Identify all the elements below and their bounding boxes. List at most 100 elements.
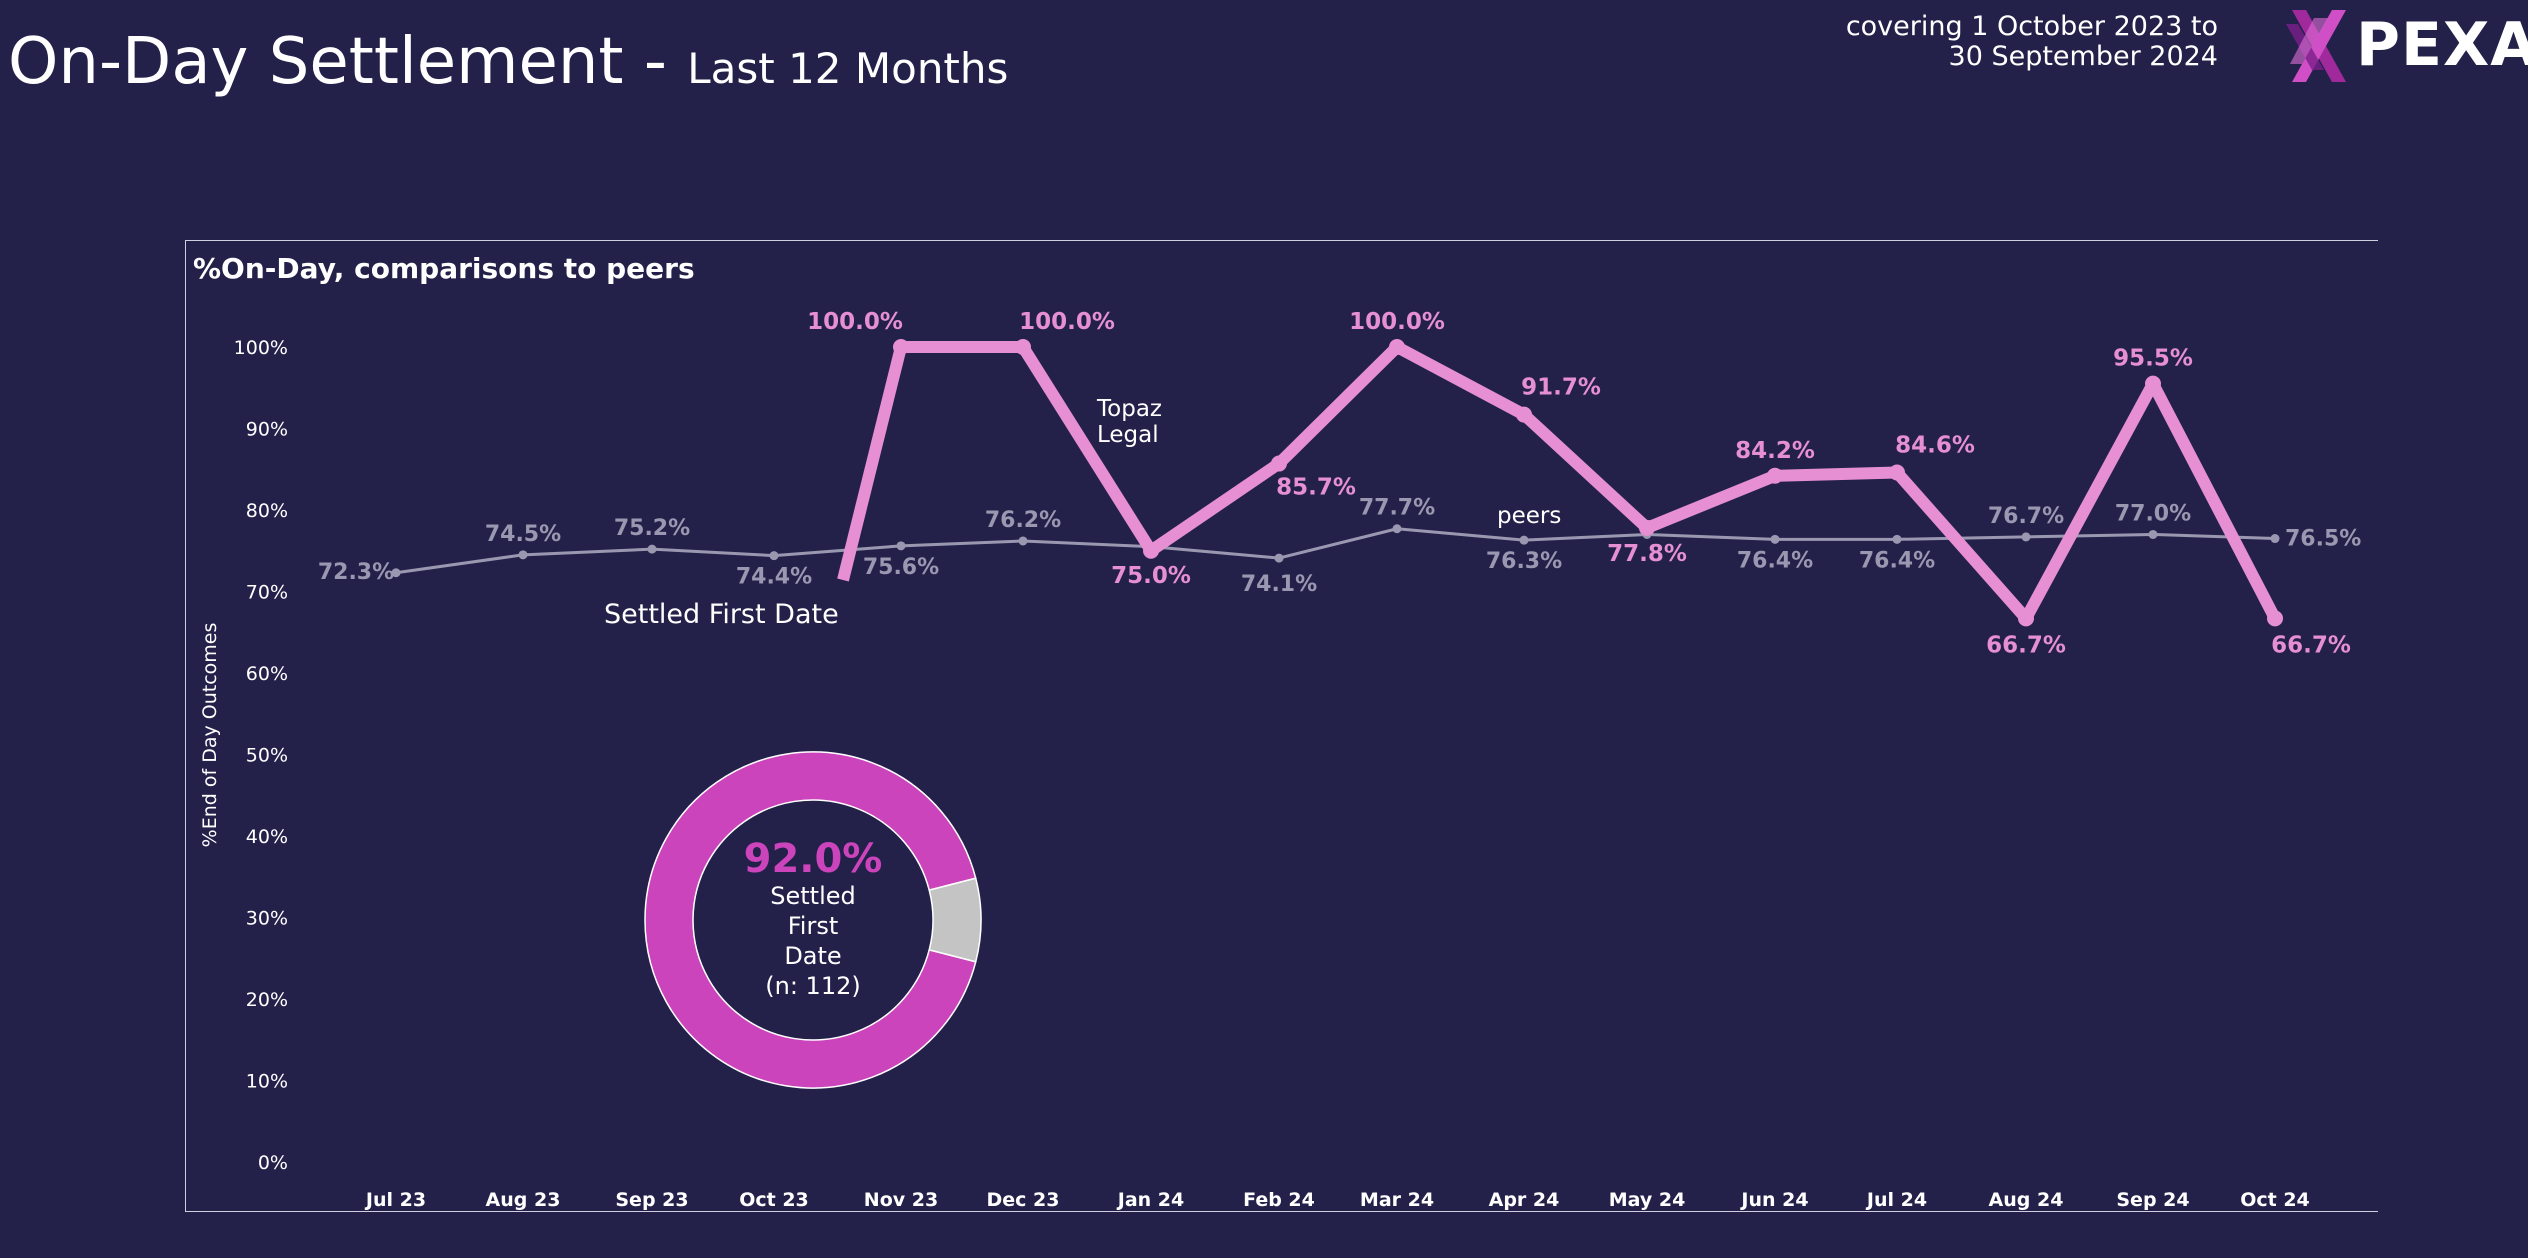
- firm-point: [1889, 464, 1905, 481]
- peers-data-label: 72.3%: [318, 560, 394, 585]
- firm-point: [1639, 519, 1655, 536]
- peers-data-label: 74.5%: [485, 522, 561, 547]
- x-axis: Jul 23 Aug 23 Sep 23 Oct 23 Nov 23 Dec 23 Jan …: [364, 1189, 2310, 1211]
- x-tick-label: Feb 24: [1243, 1189, 1315, 1211]
- settled-first-date-donut: [644, 751, 982, 1089]
- coverage-line-1: covering 1 October 2023 to: [1845, 11, 2218, 42]
- y-tick-label: 70%: [246, 582, 288, 604]
- x-tick-label: Aug 23: [486, 1189, 561, 1211]
- peers-series: 72.3% 74.5% 75.2% 74.4% 75.6% 76.2% 74.1% 77.7%…: [318, 496, 2361, 597]
- peers-point: [1770, 534, 1780, 544]
- pexa-x-mark-icon: [2286, 10, 2346, 82]
- firm-data-label: 66.7%: [2271, 632, 2351, 658]
- peers-data-label: 76.5%: [2285, 527, 2361, 552]
- firm-data-label: 95.5%: [2113, 346, 2193, 372]
- y-axis: 0% 10% 20% 30% 40% 50% 60% 70% 80% 90% 100%: [234, 337, 288, 1174]
- firm-point: [2267, 610, 2283, 627]
- x-tick-label: Mar 24: [1360, 1189, 1434, 1211]
- firm-point: [1271, 455, 1287, 472]
- y-tick-label: 90%: [246, 419, 288, 441]
- firm-data-label: 100.0%: [1019, 309, 1115, 335]
- y-tick-label: 40%: [246, 826, 288, 848]
- peers-point: [518, 550, 528, 560]
- peers-data-label: 74.1%: [1241, 572, 1317, 597]
- firm-data-label: 85.7%: [1276, 475, 1356, 501]
- peers-point: [2270, 534, 2280, 544]
- firm-point: [2145, 375, 2161, 392]
- x-tick-label: Dec 23: [987, 1189, 1060, 1211]
- y-tick-label: 100%: [234, 337, 288, 359]
- donut-slice-settled: [644, 751, 977, 1089]
- chart-panel: [185, 240, 2378, 1212]
- x-tick-label: Jun 24: [1739, 1189, 1808, 1211]
- y-tick-label: 20%: [246, 989, 288, 1011]
- firm-data-label: 66.7%: [1986, 632, 2066, 658]
- peers-point: [1892, 534, 1902, 544]
- peers-data-label: 77.7%: [1359, 496, 1435, 521]
- peers-point: [2021, 532, 2031, 542]
- y-tick-label: 80%: [246, 500, 288, 522]
- firm-point: [1015, 339, 1031, 355]
- firm-data-label: 75.0%: [1111, 563, 1191, 589]
- x-tick-label: Aug 24: [1989, 1189, 2064, 1211]
- donut-value: 92.0%: [744, 836, 883, 882]
- y-tick-label: 50%: [246, 745, 288, 767]
- x-tick-label: Nov 23: [864, 1189, 938, 1211]
- x-tick-label: Apr 24: [1489, 1189, 1560, 1211]
- peers-point: [391, 568, 401, 578]
- peers-point: [1519, 535, 1529, 545]
- pexa-logo: PEXA: [2284, 4, 2528, 88]
- peers-data-label: 76.4%: [1859, 548, 1935, 573]
- firm-name-line-2: Legal: [1097, 422, 1159, 448]
- peers-point: [1392, 524, 1402, 534]
- peers-point: [1274, 553, 1284, 563]
- x-tick-label: Jan 24: [1116, 1189, 1184, 1211]
- donut-label-line-4: (n: 112): [765, 972, 860, 1000]
- x-tick-label: Sep 24: [2116, 1189, 2189, 1211]
- y-tick-label: 60%: [246, 663, 288, 685]
- firm-series: 100.0% 100.0% 75.0% 85.7% 100.0% 91.7% 77.8% 84…: [807, 309, 2351, 658]
- firm-point: [2018, 610, 2034, 627]
- firm-data-label: 84.2%: [1735, 438, 1815, 464]
- peers-point: [1018, 536, 1028, 546]
- peers-data-label: 75.2%: [614, 516, 690, 541]
- coverage-line-2: 30 September 2024: [1948, 41, 2218, 72]
- peers-data-label: 75.6%: [863, 555, 939, 580]
- x-tick-label: Oct 23: [739, 1189, 809, 1211]
- firm-data-label: 77.8%: [1607, 541, 1687, 567]
- firm-point: [1143, 542, 1159, 559]
- peers-data-label: 77.0%: [2115, 501, 2191, 526]
- y-tick-label: 10%: [246, 1071, 288, 1093]
- firm-data-label: 91.7%: [1521, 375, 1601, 401]
- peers-data-label: 76.4%: [1737, 548, 1813, 573]
- peers-point: [647, 544, 657, 554]
- peers-data-label: 74.4%: [736, 565, 812, 590]
- peers-point: [2148, 529, 2158, 539]
- peers-legend-label: peers: [1497, 503, 1561, 529]
- x-tick-label: Jul 23: [364, 1189, 426, 1211]
- chart-title: %On-Day, comparisons to peers: [193, 252, 695, 285]
- firm-data-label: 84.6%: [1895, 433, 1975, 459]
- firm-data-label: 100.0%: [1349, 309, 1445, 335]
- x-tick-label: Jul 24: [1865, 1189, 1927, 1211]
- firm-line-entry: [837, 345, 907, 582]
- firm-point: [1389, 339, 1405, 355]
- donut-label-line-3: Date: [784, 942, 841, 970]
- x-tick-label: Oct 24: [2240, 1189, 2310, 1211]
- firm-data-label: 100.0%: [807, 309, 903, 335]
- coverage-period: covering 1 October 2023 to 30 September …: [1846, 12, 2218, 72]
- peers-data-label: 76.7%: [1988, 504, 2064, 529]
- logo-wordmark: PEXA: [2356, 10, 2528, 80]
- firm-point: [893, 339, 909, 355]
- x-tick-label: Sep 23: [615, 1189, 688, 1211]
- donut-slice-remainder: [928, 877, 982, 963]
- page-title: On-Day Settlement - Last 12 Months: [8, 30, 1008, 94]
- firm-point: [1767, 467, 1783, 484]
- peers-point: [769, 551, 779, 561]
- y-tick-label: 0%: [258, 1152, 288, 1174]
- page-title-main: On-Day Settlement -: [8, 25, 667, 99]
- donut-label-line-2: First: [788, 912, 839, 940]
- series-caption: Settled First Date: [604, 599, 839, 630]
- peers-point: [896, 541, 906, 551]
